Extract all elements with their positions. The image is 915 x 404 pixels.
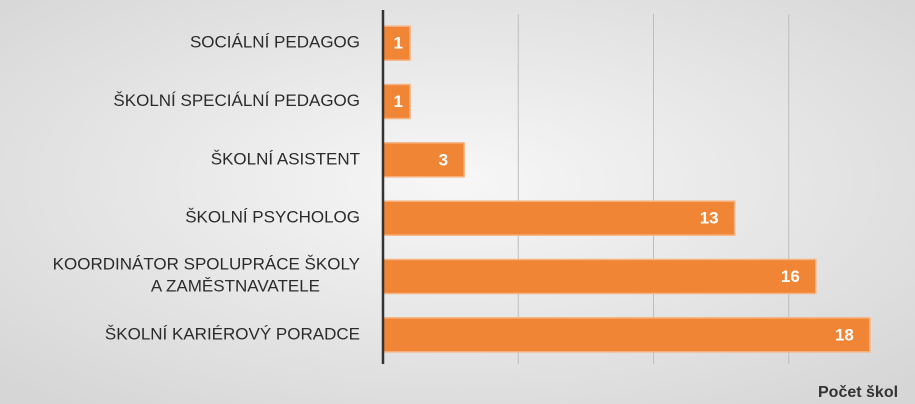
bar: [382, 142, 465, 178]
value-label: 16: [781, 267, 800, 286]
bar: [382, 258, 817, 295]
value-label: 1: [394, 34, 403, 53]
category-label: ŠKOLNÍ ASISTENT: [211, 149, 360, 168]
value-label: 18: [835, 325, 854, 344]
category-label: ŠKOLNÍ KARIÉROVÝ PORADCE: [105, 324, 360, 343]
bar: [382, 25, 411, 61]
axis-title: Počet škol: [818, 384, 898, 401]
bar: [382, 317, 871, 353]
category-label: SOCIÁLNÍ PEDAGOG: [190, 33, 360, 52]
value-label: 1: [394, 92, 403, 111]
bar: [382, 200, 736, 236]
category-label: ŠKOLNÍ PSYCHOLOG: [185, 208, 360, 227]
value-label: 13: [700, 209, 719, 228]
category-label: ŠKOLNÍ SPECIÁLNÍ PEDAGOG: [113, 91, 360, 110]
category-label: KOORDINÁTOR SPOLUPRÁCE ŠKOLY A ZAMĚSTNAVA…: [53, 255, 360, 296]
value-label: 3: [439, 150, 448, 169]
